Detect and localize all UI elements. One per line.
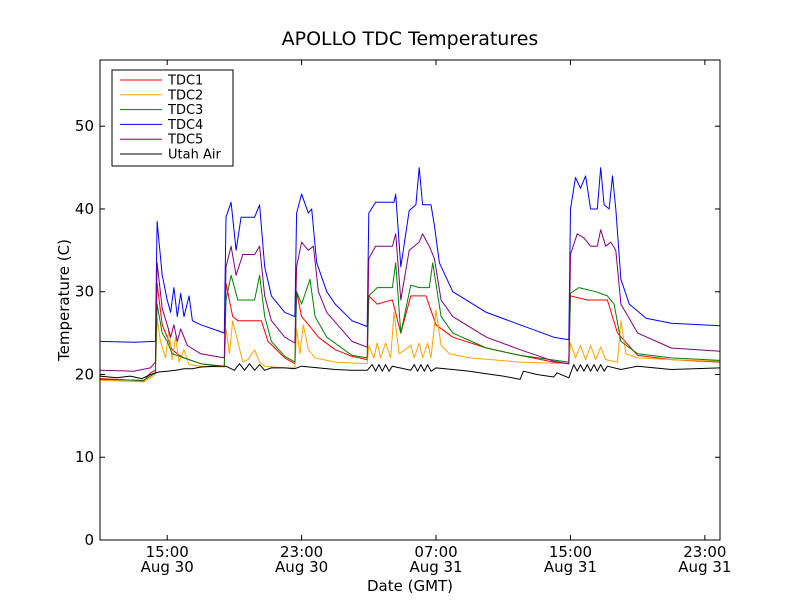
x-tick-label-date: Aug 31 (678, 558, 731, 576)
plot-frame (99, 59, 721, 541)
legend-box (111, 69, 234, 167)
legend-label: TDC4 (167, 118, 203, 133)
y-tick-label: 50 (75, 117, 94, 135)
plot-series (99, 167, 721, 383)
y-tick-label: 10 (75, 448, 94, 466)
x-tick-label-date: Aug 30 (141, 558, 194, 576)
series-line-tdc3 (99, 262, 721, 381)
legend-label: Utah Air (168, 148, 221, 163)
legend-label: TDC1 (167, 74, 203, 89)
series-line-utah-air (99, 363, 721, 380)
legend-label: TDC3 (167, 103, 203, 118)
x-tick-label-time: 07:00 (414, 543, 457, 561)
series-line-tdc1 (99, 282, 721, 382)
y-axis-label: Temperature (C) (55, 239, 73, 362)
x-tick-label-date: Aug 31 (409, 558, 462, 576)
x-axis-label: Date (GMT) (367, 577, 453, 595)
series-line-tdc5 (99, 229, 721, 372)
x-tick-label-time: 23:00 (683, 543, 726, 561)
series-line-tdc2 (99, 309, 721, 383)
y-tick-label: 20 (75, 365, 94, 383)
legend-label: TDC5 (167, 133, 203, 148)
legend-label: TDC2 (167, 88, 203, 103)
series-line-tdc4 (99, 167, 721, 343)
y-tick-label: 40 (75, 200, 94, 218)
x-tick-label-time: 15:00 (549, 543, 592, 561)
x-tick-label-date: Aug 30 (275, 558, 328, 576)
chart-title: APOLLO TDC Temperatures (282, 28, 539, 50)
x-tick-label-time: 15:00 (146, 543, 189, 561)
x-tick-label-date: Aug 31 (544, 558, 597, 576)
x-tick-label-time: 23:00 (280, 543, 323, 561)
y-tick-label: 0 (84, 531, 94, 549)
y-tick-label: 30 (75, 283, 94, 301)
